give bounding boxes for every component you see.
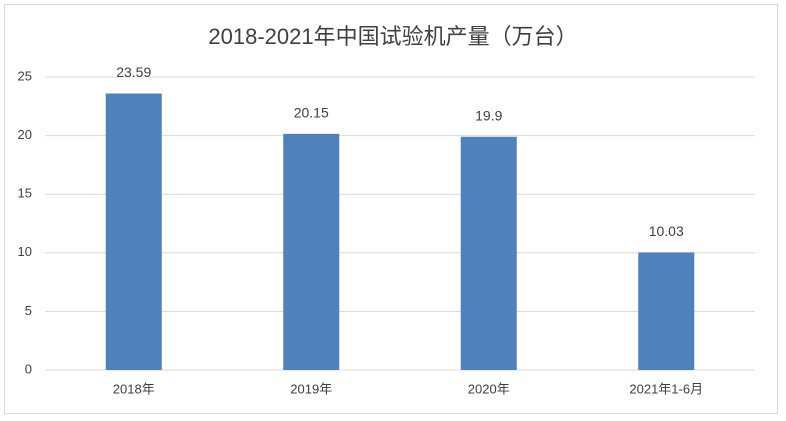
x-tick-label: 2021年1-6月 (629, 381, 703, 396)
bar (638, 252, 695, 370)
bar (105, 93, 162, 370)
x-tick-label: 2020年 (468, 381, 510, 396)
data-label: 19.9 (475, 107, 502, 123)
bar (283, 133, 340, 370)
x-tick-label: 2019年 (290, 381, 332, 396)
y-tick-label: 5 (25, 303, 32, 318)
y-tick-label: 25 (18, 68, 32, 83)
x-tick-label: 2018年 (113, 381, 155, 396)
y-tick-label: 0 (25, 361, 32, 376)
y-tick-label: 15 (18, 186, 32, 201)
data-label: 20.15 (294, 105, 329, 121)
y-tick-label: 20 (18, 127, 32, 142)
y-tick-label: 10 (18, 244, 32, 259)
bar (460, 136, 517, 370)
chart-title: 2018-2021年中国试验机产量（万台） (208, 24, 577, 49)
data-label: 10.03 (649, 223, 684, 239)
data-label: 23.59 (116, 64, 151, 80)
